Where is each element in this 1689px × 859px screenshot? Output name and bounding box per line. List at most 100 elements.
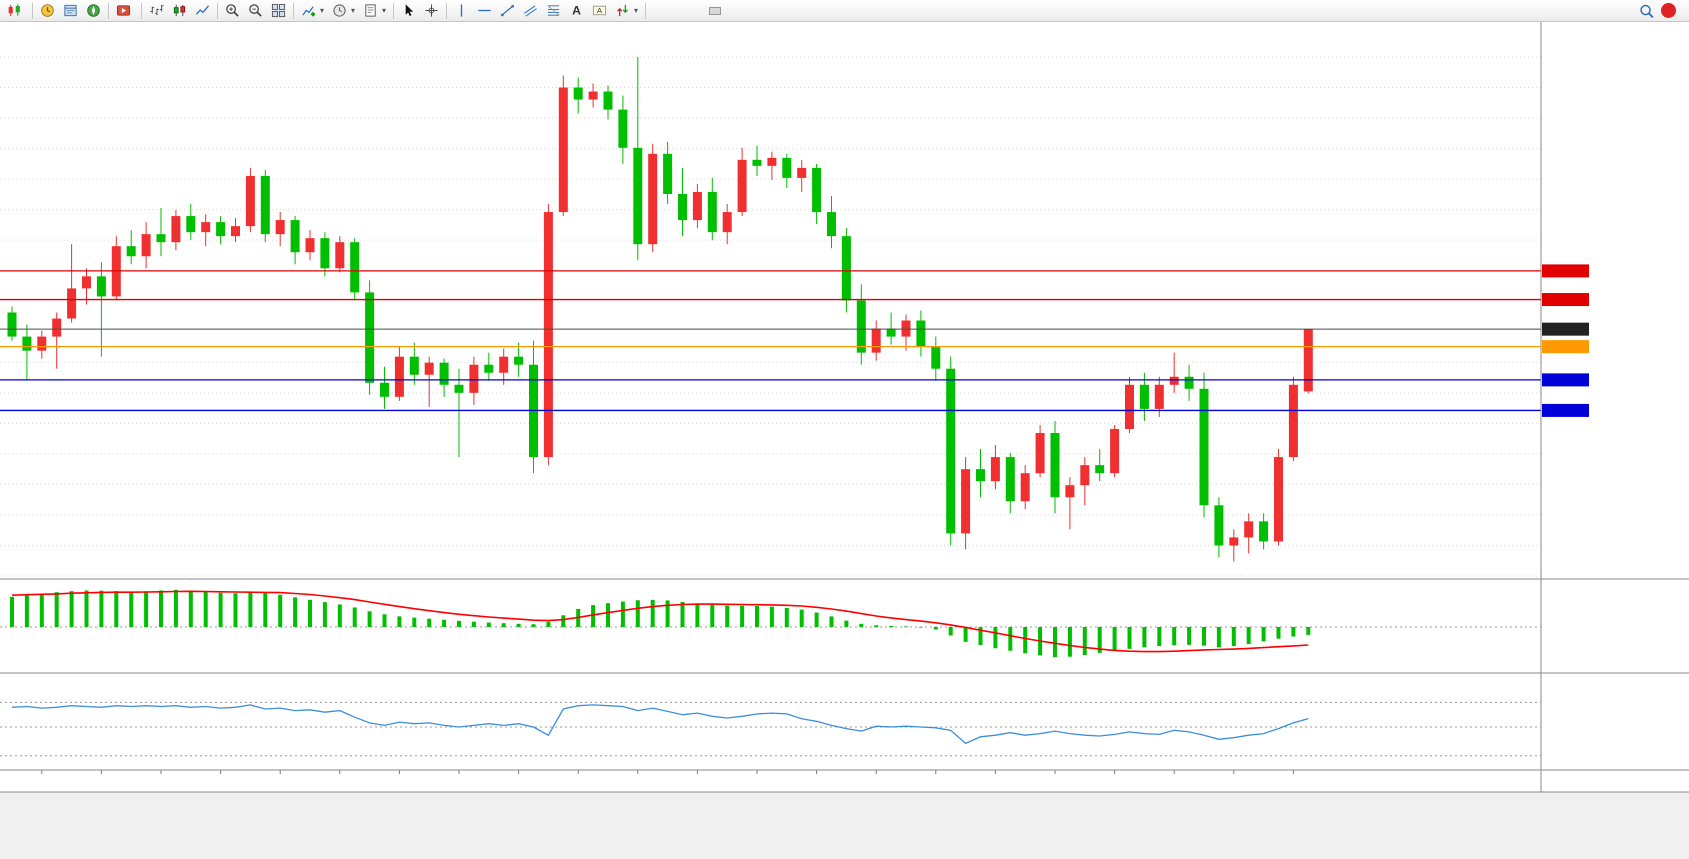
cursor-button[interactable] [397, 1, 420, 21]
macd-histogram-bar [695, 603, 700, 627]
macd-histogram-bar [1276, 627, 1281, 639]
candle [201, 214, 211, 247]
candle [216, 216, 226, 245]
macd-histogram-bar [680, 601, 685, 627]
new-order-button[interactable] [3, 1, 29, 21]
candle [141, 222, 151, 269]
rsi-panel [0, 701, 1541, 757]
periods-list-button[interactable]: ▾ [328, 1, 359, 21]
candle [886, 312, 896, 345]
fibonacci-retracement-button[interactable] [542, 1, 565, 21]
macd-histogram-bar [173, 589, 178, 627]
macd-histogram-bar [829, 616, 834, 627]
candlestick-chart-button[interactable] [168, 1, 191, 21]
candle [454, 368, 464, 458]
timeframe-m30-button[interactable] [685, 7, 697, 15]
indicators-list-button[interactable]: ▾ [297, 1, 328, 21]
indicators-list-icon [301, 3, 316, 18]
candle [1050, 420, 1060, 514]
data-window-button[interactable] [59, 1, 82, 21]
candle [1229, 529, 1239, 562]
timeframe-mn-button[interactable] [745, 7, 757, 15]
vertical-line-button[interactable] [450, 1, 473, 21]
horizontal-line-33975.0[interactable] [0, 340, 1589, 354]
macd-histogram-bar [591, 605, 596, 627]
macd-histogram-bar [918, 627, 923, 628]
horizontal-line-34092.2[interactable] [0, 293, 1589, 307]
candle [767, 151, 777, 180]
timeframe-m5-button[interactable] [661, 7, 673, 15]
text-tool-icon: A [569, 3, 584, 18]
market-watch-button[interactable] [36, 1, 59, 21]
macd-histogram-bar [457, 620, 461, 627]
search-icon[interactable] [1639, 3, 1654, 18]
horizontal-line-33816.2[interactable] [0, 403, 1589, 417]
candle [856, 284, 866, 365]
time-axis[interactable] [41, 770, 1294, 774]
macd-histogram-bar [1157, 627, 1162, 647]
chart-area[interactable] [0, 22, 1689, 859]
candle [260, 169, 270, 243]
macd-signal-line [11, 590, 1309, 653]
macd-histogram-bar [531, 624, 536, 627]
zoom-out-button[interactable] [244, 1, 267, 21]
candle [231, 218, 240, 243]
candle [946, 356, 956, 546]
macd-histogram-bar [799, 609, 804, 627]
macd-histogram-bar [710, 604, 715, 627]
templates-caret-icon: ▾ [382, 6, 387, 15]
macd-histogram-bar [844, 620, 849, 627]
candlestick-chart-icon [172, 3, 187, 18]
macd-histogram-bar [1231, 627, 1236, 647]
navigator-button[interactable] [82, 1, 105, 21]
line-chart-button[interactable] [191, 1, 214, 21]
timeframe-w1-button[interactable] [733, 7, 745, 15]
candle [573, 77, 583, 114]
panel-borders [0, 22, 1689, 793]
candle [1080, 457, 1090, 506]
candle [1110, 424, 1120, 478]
price-tag [1542, 293, 1589, 307]
text-tool-button[interactable]: A [565, 1, 588, 21]
price-grid [0, 56, 1541, 577]
horizontal-line-button[interactable] [473, 1, 496, 21]
text-label-button[interactable]: A [588, 1, 611, 21]
candle [976, 449, 985, 498]
macd-histogram-bar [10, 596, 14, 627]
candles [7, 57, 1313, 562]
macd-histogram-bar [129, 591, 134, 627]
candle [543, 204, 553, 466]
horizontal-line-34163.5[interactable] [0, 264, 1589, 278]
macd-histogram-bar [248, 592, 253, 627]
toolbar-separator [141, 2, 142, 19]
navigator-icon [86, 3, 101, 18]
macd-histogram-bar [367, 611, 372, 627]
tile-windows-button[interactable] [267, 1, 290, 21]
notification-badge[interactable] [1661, 3, 1676, 18]
timeframe-h1-button[interactable] [697, 7, 709, 15]
macd-histogram-bar [1306, 627, 1311, 635]
macd-histogram-bar [755, 605, 759, 627]
candle [171, 210, 181, 251]
bottom-area [0, 792, 1689, 859]
timeframe-h4-button[interactable] [709, 6, 722, 15]
arrow-tools-button[interactable]: ▾ [611, 1, 642, 21]
equidistant-channel-button[interactable] [519, 1, 542, 21]
zoom-in-button[interactable] [221, 1, 244, 21]
crosshair-button[interactable] [420, 1, 443, 21]
macd-histogram-bar [1261, 627, 1266, 642]
macd-histogram-bar [635, 600, 640, 627]
timeframe-d1-button[interactable] [721, 7, 733, 15]
candle [797, 159, 807, 192]
candle [558, 75, 568, 217]
templates-button[interactable]: ▾ [359, 1, 390, 21]
toolbar-separator [108, 2, 109, 19]
autotrading-button[interactable] [112, 1, 138, 21]
timeframe-m15-button[interactable] [673, 7, 685, 15]
trendline-button[interactable] [496, 1, 519, 21]
horizontal-line-34018.5[interactable] [0, 322, 1589, 336]
timeframe-m1-button[interactable] [649, 7, 661, 15]
horizontal-line-33892.2[interactable] [0, 373, 1589, 387]
bar-chart-button[interactable] [145, 1, 168, 21]
candle [678, 167, 687, 237]
